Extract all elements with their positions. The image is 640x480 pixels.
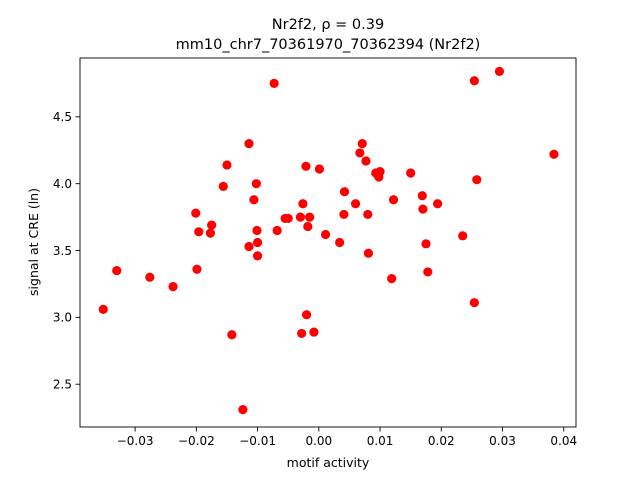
data-point [301, 310, 312, 320]
x-tick-label: 0.04 [550, 434, 577, 448]
data-point [469, 298, 479, 308]
data-point [421, 239, 431, 249]
data-point [320, 229, 331, 240]
y-tick-label: 3.0 [53, 311, 72, 325]
data-point [357, 138, 367, 149]
data-point [251, 179, 261, 189]
data-point [244, 241, 254, 252]
y-tick-label: 2.5 [53, 378, 72, 392]
data-point [406, 168, 416, 178]
data-point [417, 191, 427, 201]
chart-title-line1: Nr2f2, ρ = 0.39 [272, 17, 384, 33]
data-point [252, 237, 263, 248]
data-point [314, 164, 325, 174]
data-point [363, 248, 374, 258]
data-point [238, 405, 248, 415]
data-point [350, 199, 361, 209]
data-point [191, 208, 201, 218]
data-point [423, 267, 433, 277]
y-tick-label: 4.5 [53, 110, 72, 124]
data-point [305, 212, 315, 222]
x-tick-label: −0.01 [239, 434, 276, 448]
data-point [218, 181, 228, 191]
data-point [168, 282, 178, 292]
y-axis: 2.5 3.0 3.5 4.0 4.5 [53, 110, 80, 392]
y-tick-label: 3.5 [53, 244, 72, 258]
data-point [469, 76, 479, 86]
data-point [295, 212, 306, 222]
data-point [458, 231, 468, 241]
data-point [298, 199, 308, 209]
data-point [249, 195, 259, 205]
data-point [388, 195, 399, 205]
data-point [269, 78, 279, 89]
data-point [472, 175, 482, 185]
plot-area-frame [79, 57, 577, 428]
data-point [355, 148, 365, 158]
data-point [244, 138, 254, 149]
data-point [363, 209, 373, 220]
data-point [192, 264, 202, 274]
data-point [339, 209, 349, 220]
data-point [549, 149, 559, 159]
data-point [339, 187, 350, 197]
x-tick-label: 0.03 [489, 434, 516, 448]
x-tick-label: 0.00 [305, 434, 332, 448]
data-point [194, 227, 204, 237]
data-point [272, 225, 282, 236]
data-point [283, 213, 293, 224]
data-point [252, 225, 262, 236]
data-point [375, 167, 385, 177]
data-point [297, 328, 307, 339]
data-point [418, 204, 428, 214]
data-point [309, 327, 319, 337]
data-point [98, 304, 108, 314]
data-point [433, 199, 443, 209]
data-point [301, 161, 311, 171]
data-point [112, 265, 122, 276]
data-point [252, 251, 263, 261]
x-tick-label: 0.02 [428, 434, 455, 448]
x-tick-label: 0.01 [367, 434, 394, 448]
data-point [145, 272, 155, 282]
chart-title-line2: mm10_chr7_70361970_70362394 (Nr2f2) [176, 37, 481, 53]
y-axis-label: signal at CRE (ln) [26, 188, 41, 296]
data-point [222, 160, 232, 170]
x-tick-label: −0.03 [117, 434, 154, 448]
x-axis-label: motif activity [287, 455, 370, 470]
data-point [205, 228, 216, 238]
x-axis: −0.03 −0.02 −0.01 0.00 0.01 0.02 0.03 0.04 [117, 427, 577, 448]
data-point [227, 330, 237, 340]
data-point [335, 237, 345, 248]
data-point [303, 221, 313, 232]
data-point [494, 66, 505, 76]
data-point [207, 220, 217, 230]
y-tick-label: 4.0 [53, 177, 72, 191]
x-tick-label: −0.02 [178, 434, 215, 448]
points-layer [98, 66, 559, 415]
data-point [361, 156, 371, 166]
data-point [387, 273, 397, 284]
